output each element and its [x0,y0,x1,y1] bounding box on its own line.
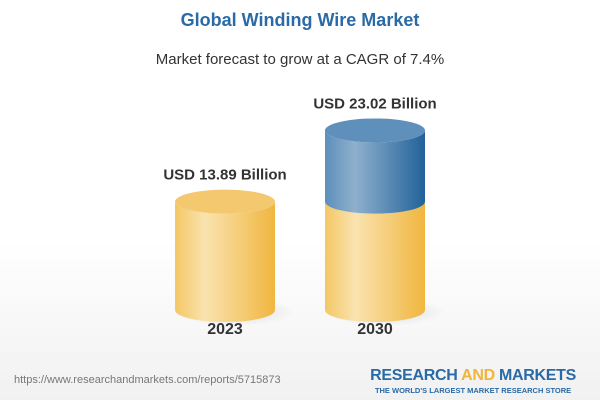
chart-subtitle: Market forecast to grow at a CAGR of 7.4… [155,51,445,68]
logo-text-markets: MARKETS [494,367,576,384]
logo-text: RESEARCH [370,367,462,384]
logo-text-and: AND [461,367,495,384]
cylinder-chart: USD 13.89 Billion 2023 USD 23.02 Billion 20… [163,95,445,338]
data-label: USD 13.89 Billion [163,167,286,184]
category-label: 2023 [207,321,243,338]
source-url[interactable]: https://www.researchandmarkets.com/repor… [14,374,281,386]
bar-2030-base [325,201,425,322]
bar-2030-growth [325,130,425,214]
footer: https://www.researchandmarkets.com/repor… [0,360,600,400]
research-and-markets-logo: RESEARCH AND MARKETS THE WORLD'S LARGEST… [370,367,576,395]
bar-2030-growth-top [325,118,425,143]
bar-2023 [175,201,275,322]
data-label: USD 23.02 Billion [313,95,436,112]
category-label: 2030 [357,321,393,338]
logo-tagline: THE WORLD'S LARGEST MARKET RESEARCH STOR… [374,386,572,395]
bar-2023-top [175,189,275,214]
chart-title: Global Winding Wire Market [180,10,420,30]
